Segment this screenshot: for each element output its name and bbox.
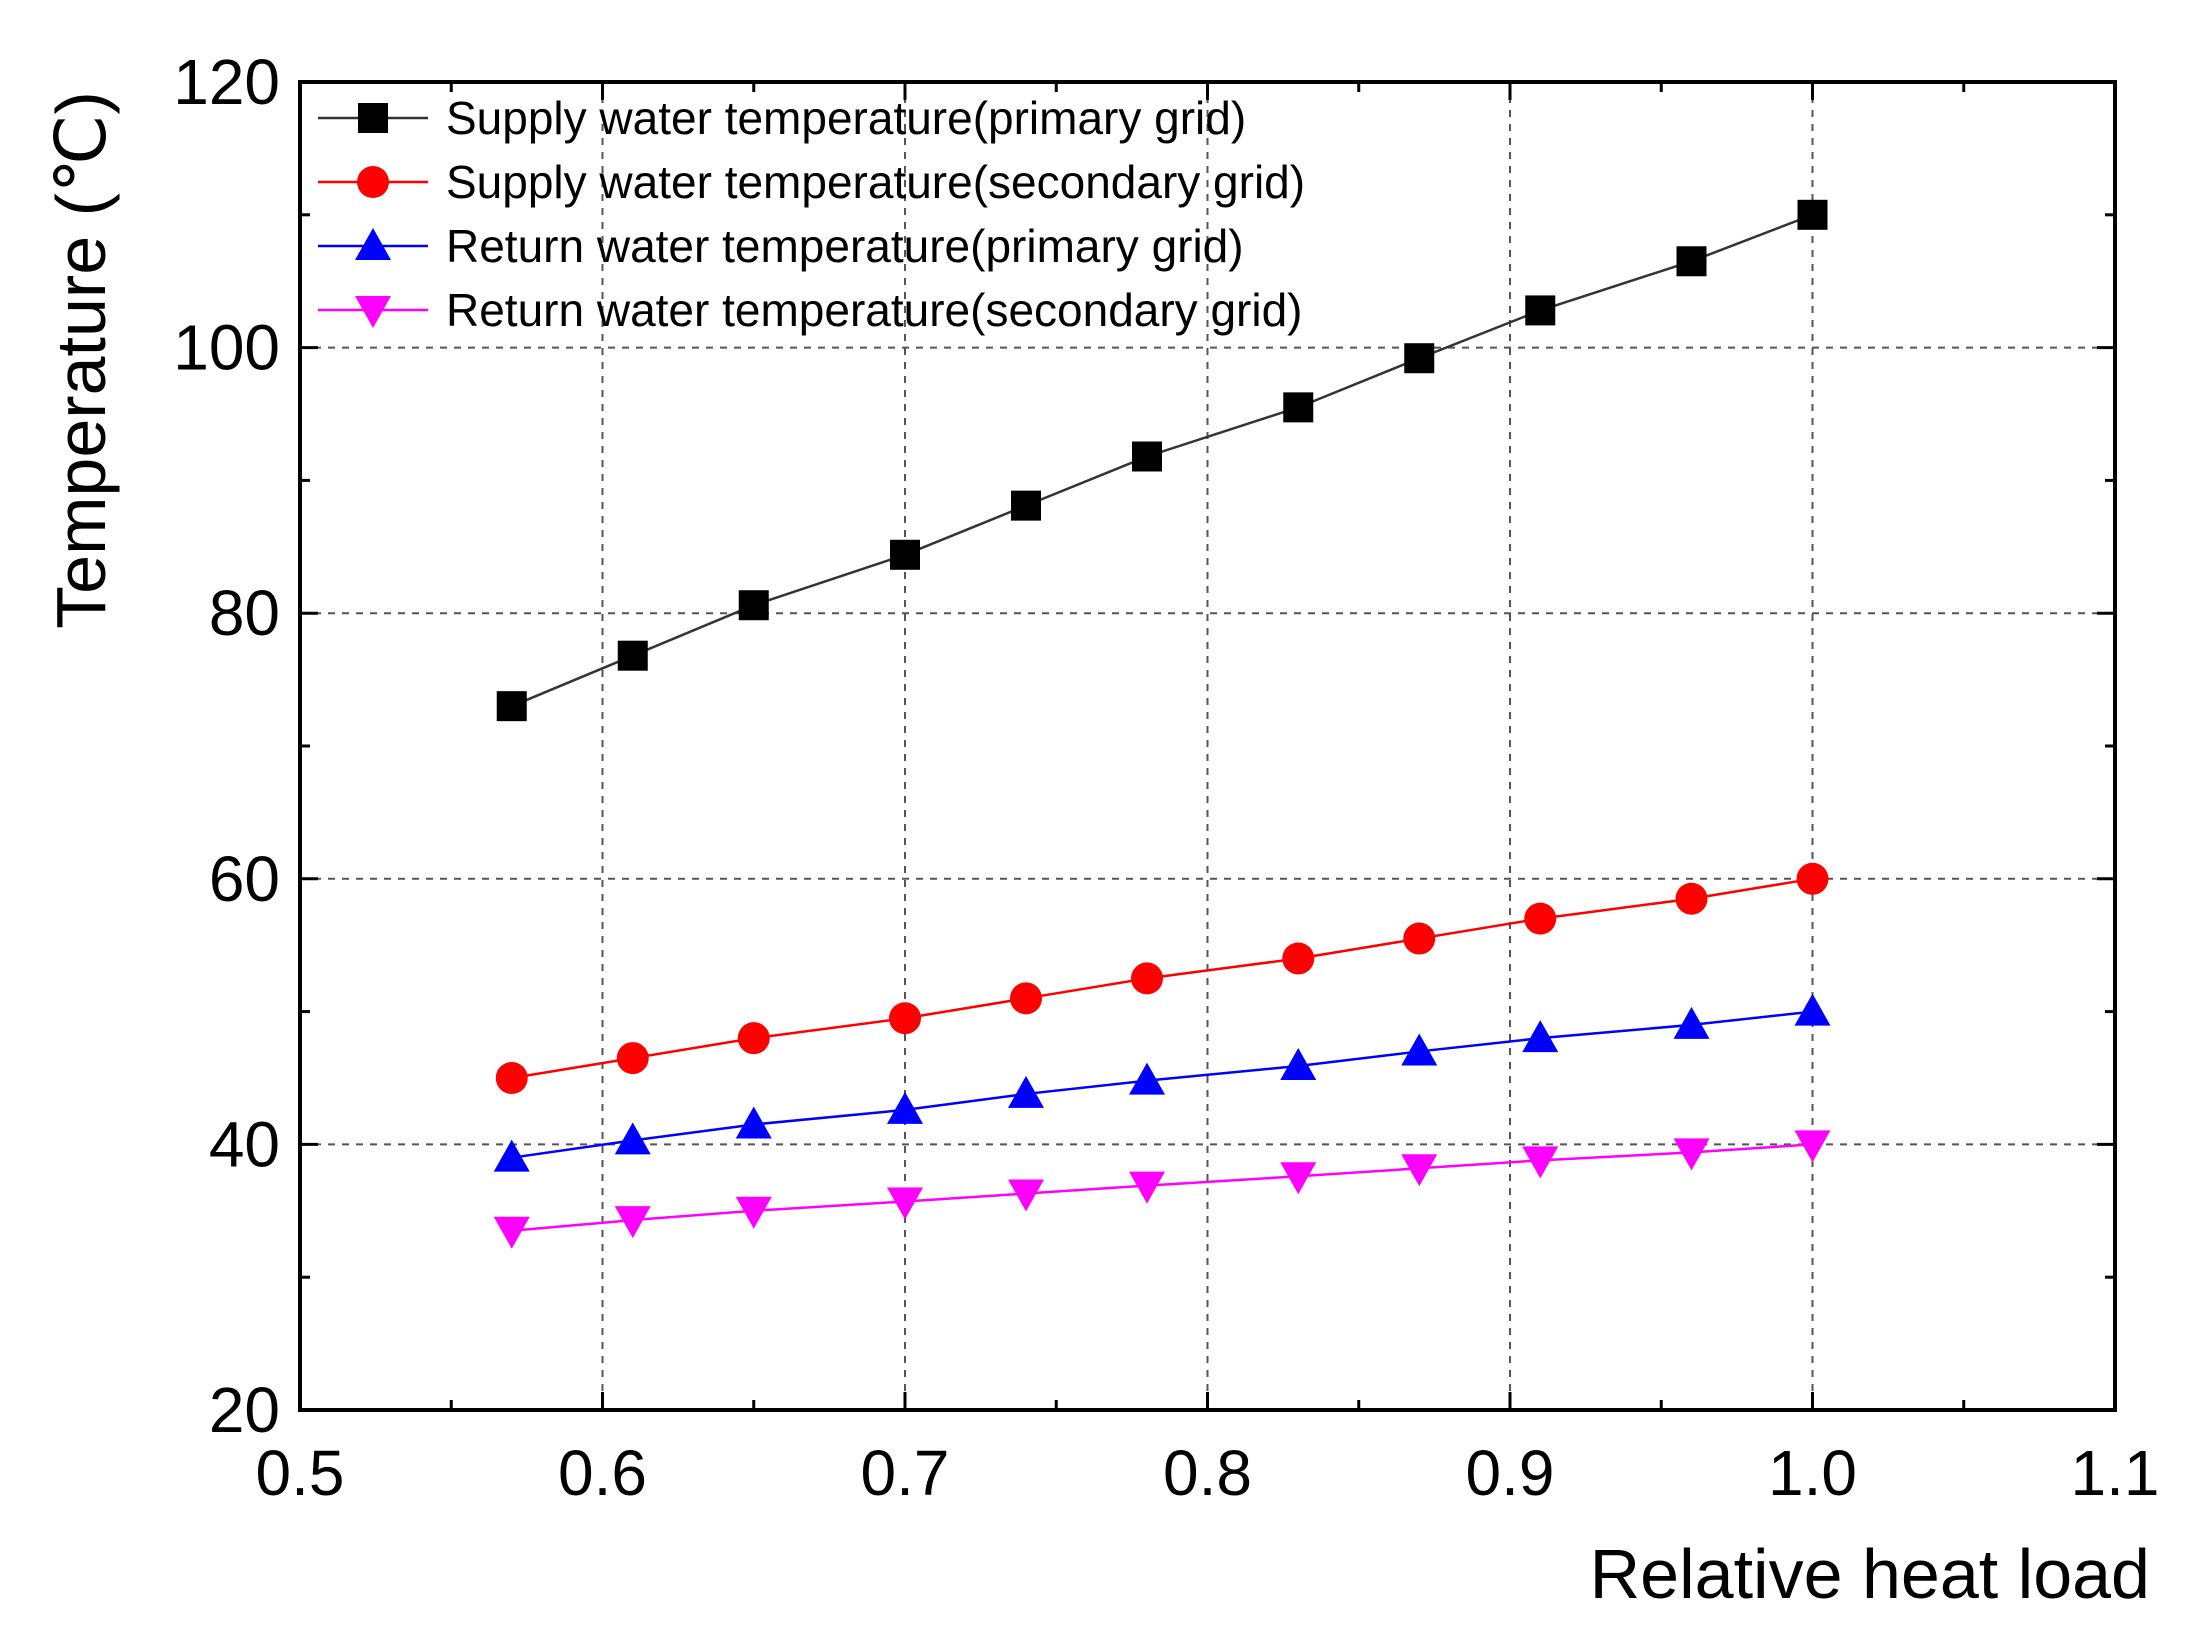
x-tick-label: 1.1 [2071,1437,2160,1509]
data-point [890,539,920,570]
x-axis-label: Relative heat load [1590,1535,2150,1613]
data-point [1008,1075,1044,1108]
data-point [1280,1048,1317,1081]
legend-label: Return water temperature(primary grid) [446,220,1244,272]
data-point [1131,962,1163,995]
data-point [1522,1020,1559,1053]
data-point [1404,343,1435,374]
data-point [887,1187,923,1220]
data-point [493,1216,530,1249]
data-point [1008,1179,1044,1212]
legend-label: Supply water temperature(primary grid) [446,92,1246,144]
data-point [1129,1171,1165,1204]
y-tick-label: 100 [173,312,280,384]
series-line [511,1010,1813,1159]
data-point [617,640,648,671]
data-point [1673,1006,1710,1039]
data-point [1794,1130,1831,1163]
data-point [1673,1138,1710,1171]
data-point [1282,942,1315,975]
data-point [889,1002,921,1035]
data-point [493,1139,530,1172]
data-point [1522,1146,1559,1179]
legend-item: Supply water temperature(secondary grid) [318,156,1305,208]
x-tick-label: 0.6 [558,1437,647,1509]
y-axis-label: Temperature (℃) [42,91,120,629]
legend-label: Supply water temperature(secondary grid) [446,156,1305,208]
data-point [1010,982,1042,1015]
data-point [1675,882,1708,915]
data-point [1132,441,1162,472]
series-line [511,1143,1813,1232]
legend-item: Supply water temperature(primary grid) [318,92,1246,144]
series-2 [495,862,1829,1094]
legend-label: Return water temperature(secondary grid) [446,284,1302,336]
data-point [1676,246,1707,277]
data-point [1797,199,1828,230]
legend-swatch-marker [357,166,389,198]
series-4 [493,1130,1831,1249]
data-point [1283,392,1314,423]
data-point [496,691,527,722]
data-point [1401,1033,1438,1066]
series-layer [493,199,1831,1249]
data-point [1129,1062,1165,1095]
data-point [1525,295,1556,326]
data-point [735,1106,772,1139]
x-tick-label: 0.5 [256,1437,345,1509]
legend-swatch-marker [355,296,391,328]
series-1 [496,199,1828,722]
y-tick-label: 20 [209,1374,280,1446]
y-tick-label: 40 [209,1108,280,1180]
y-tick-label: 120 [173,46,280,118]
data-point [737,1022,770,1055]
data-point [1401,1154,1438,1187]
data-point [614,1206,651,1239]
data-point [1524,902,1557,935]
legend-swatch-marker [355,228,391,260]
grid-layer [300,82,2115,1410]
data-point [614,1122,651,1155]
data-point [495,1062,528,1094]
data-point [738,590,769,621]
legend-swatch-marker [358,103,388,133]
x-tick-label: 0.7 [861,1437,950,1509]
legend: Supply water temperature(primary grid) Su… [318,92,1305,336]
legend-item: Return water temperature(secondary grid) [318,284,1302,336]
x-tick-label: 0.8 [1163,1437,1252,1509]
ticks-layer: 0.5 0.6 0.7 0.8 0.9 1.0 1.1 20 40 60 80 100 120 [173,46,2159,1509]
data-point [1794,993,1831,1026]
data-point [1796,862,1829,895]
data-point [1403,922,1436,955]
data-point [887,1091,923,1124]
x-tick-label: 0.9 [1466,1437,1555,1509]
y-tick-label: 60 [209,843,280,915]
data-point [616,1042,649,1075]
series-3 [493,993,1831,1172]
y-tick-label: 80 [209,577,280,649]
data-point [735,1196,772,1229]
data-point [1280,1162,1317,1195]
legend-item: Return water temperature(primary grid) [318,220,1244,272]
data-point [1011,490,1041,521]
x-tick-label: 1.0 [1768,1437,1857,1509]
